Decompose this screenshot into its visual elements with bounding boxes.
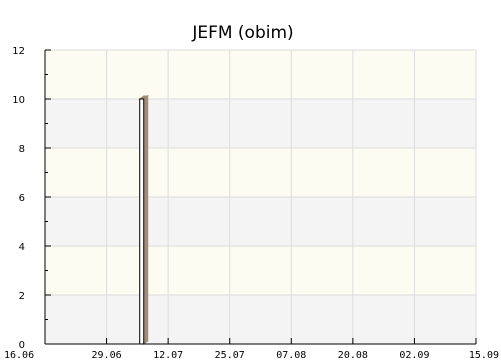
y-axis-ticks: 0 2 4 6 8 10 12 xyxy=(12,46,51,351)
y-tick-label: 6 xyxy=(19,193,25,204)
plot-band xyxy=(45,246,476,295)
x-tick-label: 15.09 xyxy=(469,350,499,361)
bar-side xyxy=(143,95,149,345)
plot-band xyxy=(45,50,476,99)
x-tick-label: 25.07 xyxy=(215,350,245,361)
grid-lines xyxy=(45,49,477,344)
bars xyxy=(138,95,150,345)
x-tick-label: 20.08 xyxy=(338,350,368,361)
plot-background xyxy=(45,50,476,344)
x-tick-label: 29.06 xyxy=(92,350,122,361)
x-tick-label: 12.07 xyxy=(153,350,183,361)
plot-band xyxy=(45,99,476,148)
chart-title: JEFM (obim) xyxy=(191,23,293,43)
y-tick-label: 0 xyxy=(19,340,25,351)
x-tick-label: 07.08 xyxy=(276,350,306,361)
plot-band xyxy=(45,295,476,344)
y-tick-label: 2 xyxy=(19,291,25,302)
y-tick-label: 12 xyxy=(12,46,25,57)
plot-band xyxy=(45,197,476,246)
x-axis-ticks: 16.06 29.06 12.07 25.07 07.08 20.08 02.09 15.09 xyxy=(4,338,499,361)
x-tick-label: 16.06 xyxy=(4,350,34,361)
bar-face xyxy=(139,98,145,345)
y-tick-label: 4 xyxy=(19,242,25,253)
x-tick-label: 02.09 xyxy=(399,350,429,361)
bar xyxy=(138,95,150,345)
y-tick-label: 8 xyxy=(19,144,25,155)
y-tick-label: 10 xyxy=(12,95,25,106)
plot-band xyxy=(45,148,476,197)
